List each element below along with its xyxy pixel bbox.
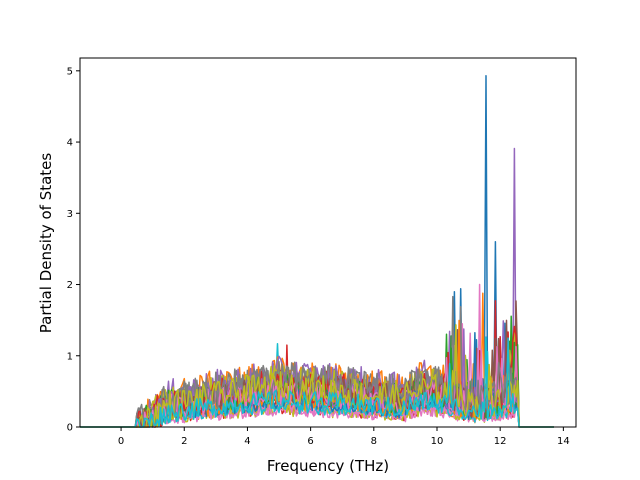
y-tick-label: 1 [67, 351, 73, 362]
x-axis: 0 2 4 6 8 10 12 14 [118, 427, 570, 447]
pdos-series-line [80, 336, 554, 428]
y-tick-label: 2 [67, 280, 73, 291]
y-axis-label: Partial Density of States [37, 153, 55, 334]
x-tick-label: 10 [431, 436, 444, 447]
y-axis: 0 1 2 3 4 5 [67, 66, 80, 434]
x-axis-label: Frequency (THz) [267, 457, 389, 475]
series-group [80, 75, 554, 428]
x-tick-label: 6 [307, 436, 313, 447]
y-tick-label: 3 [67, 209, 73, 220]
plot-frame [79, 57, 577, 428]
y-tick-label: 4 [67, 138, 73, 149]
y-tick-label: 0 [67, 423, 73, 434]
x-tick-label: 0 [118, 436, 124, 447]
x-tick-label: 8 [371, 436, 377, 447]
x-tick-label: 2 [181, 436, 187, 447]
x-tick-label: 12 [494, 436, 507, 447]
x-tick-label: 14 [557, 436, 570, 447]
pdos-series-line [80, 324, 554, 428]
pdos-series-line [80, 328, 554, 428]
x-tick-label: 4 [244, 436, 250, 447]
y-tick-label: 5 [67, 66, 73, 77]
